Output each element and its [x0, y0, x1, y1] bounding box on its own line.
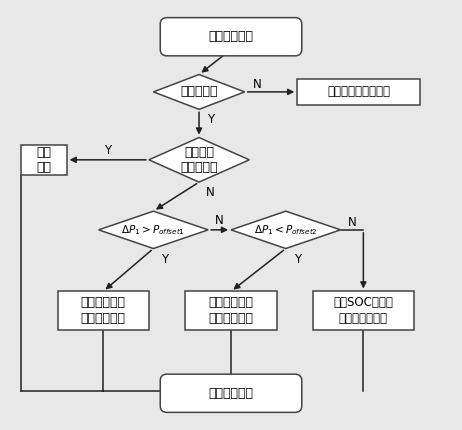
Text: 本轮控制开始: 本轮控制开始 — [208, 30, 254, 43]
Text: N: N — [206, 186, 215, 199]
Text: Y: Y — [104, 144, 111, 157]
Polygon shape — [153, 74, 245, 109]
Polygon shape — [98, 211, 208, 249]
Text: Y: Y — [294, 253, 301, 266]
Bar — [185, 292, 277, 330]
Text: N: N — [215, 214, 224, 227]
Text: 微网并网？: 微网并网？ — [180, 86, 218, 98]
Text: Y: Y — [207, 114, 214, 126]
Text: 联络线功率小
于指令子程序: 联络线功率小 于指令子程序 — [81, 297, 126, 325]
Text: $\Delta P_1 > P_{offset1}$: $\Delta P_1 > P_{offset1}$ — [122, 223, 185, 237]
Bar — [21, 144, 67, 175]
Text: 投入
负荷: 投入 负荷 — [36, 146, 51, 174]
Text: 是否还有
负荷未投？: 是否还有 负荷未投？ — [180, 146, 218, 174]
Text: 本轮控制结束: 本轮控制结束 — [208, 387, 254, 400]
Text: N: N — [253, 78, 262, 91]
Bar — [58, 292, 149, 330]
Text: 根据SOC状态修
正储能充放电值: 根据SOC状态修 正储能充放电值 — [334, 297, 393, 325]
FancyBboxPatch shape — [160, 374, 302, 412]
Bar — [313, 292, 413, 330]
Polygon shape — [149, 138, 249, 182]
Text: $\Delta P_1 < P_{offset2}$: $\Delta P_1 < P_{offset2}$ — [254, 223, 318, 237]
Text: Y: Y — [161, 253, 168, 266]
Text: N: N — [347, 216, 356, 229]
FancyBboxPatch shape — [160, 18, 302, 56]
Polygon shape — [231, 211, 340, 249]
Bar — [297, 79, 420, 104]
Text: 联络线功率大
于指令子程序: 联络线功率大 于指令子程序 — [208, 297, 254, 325]
Text: 微电网离网控制策略: 微电网离网控制策略 — [327, 86, 390, 98]
